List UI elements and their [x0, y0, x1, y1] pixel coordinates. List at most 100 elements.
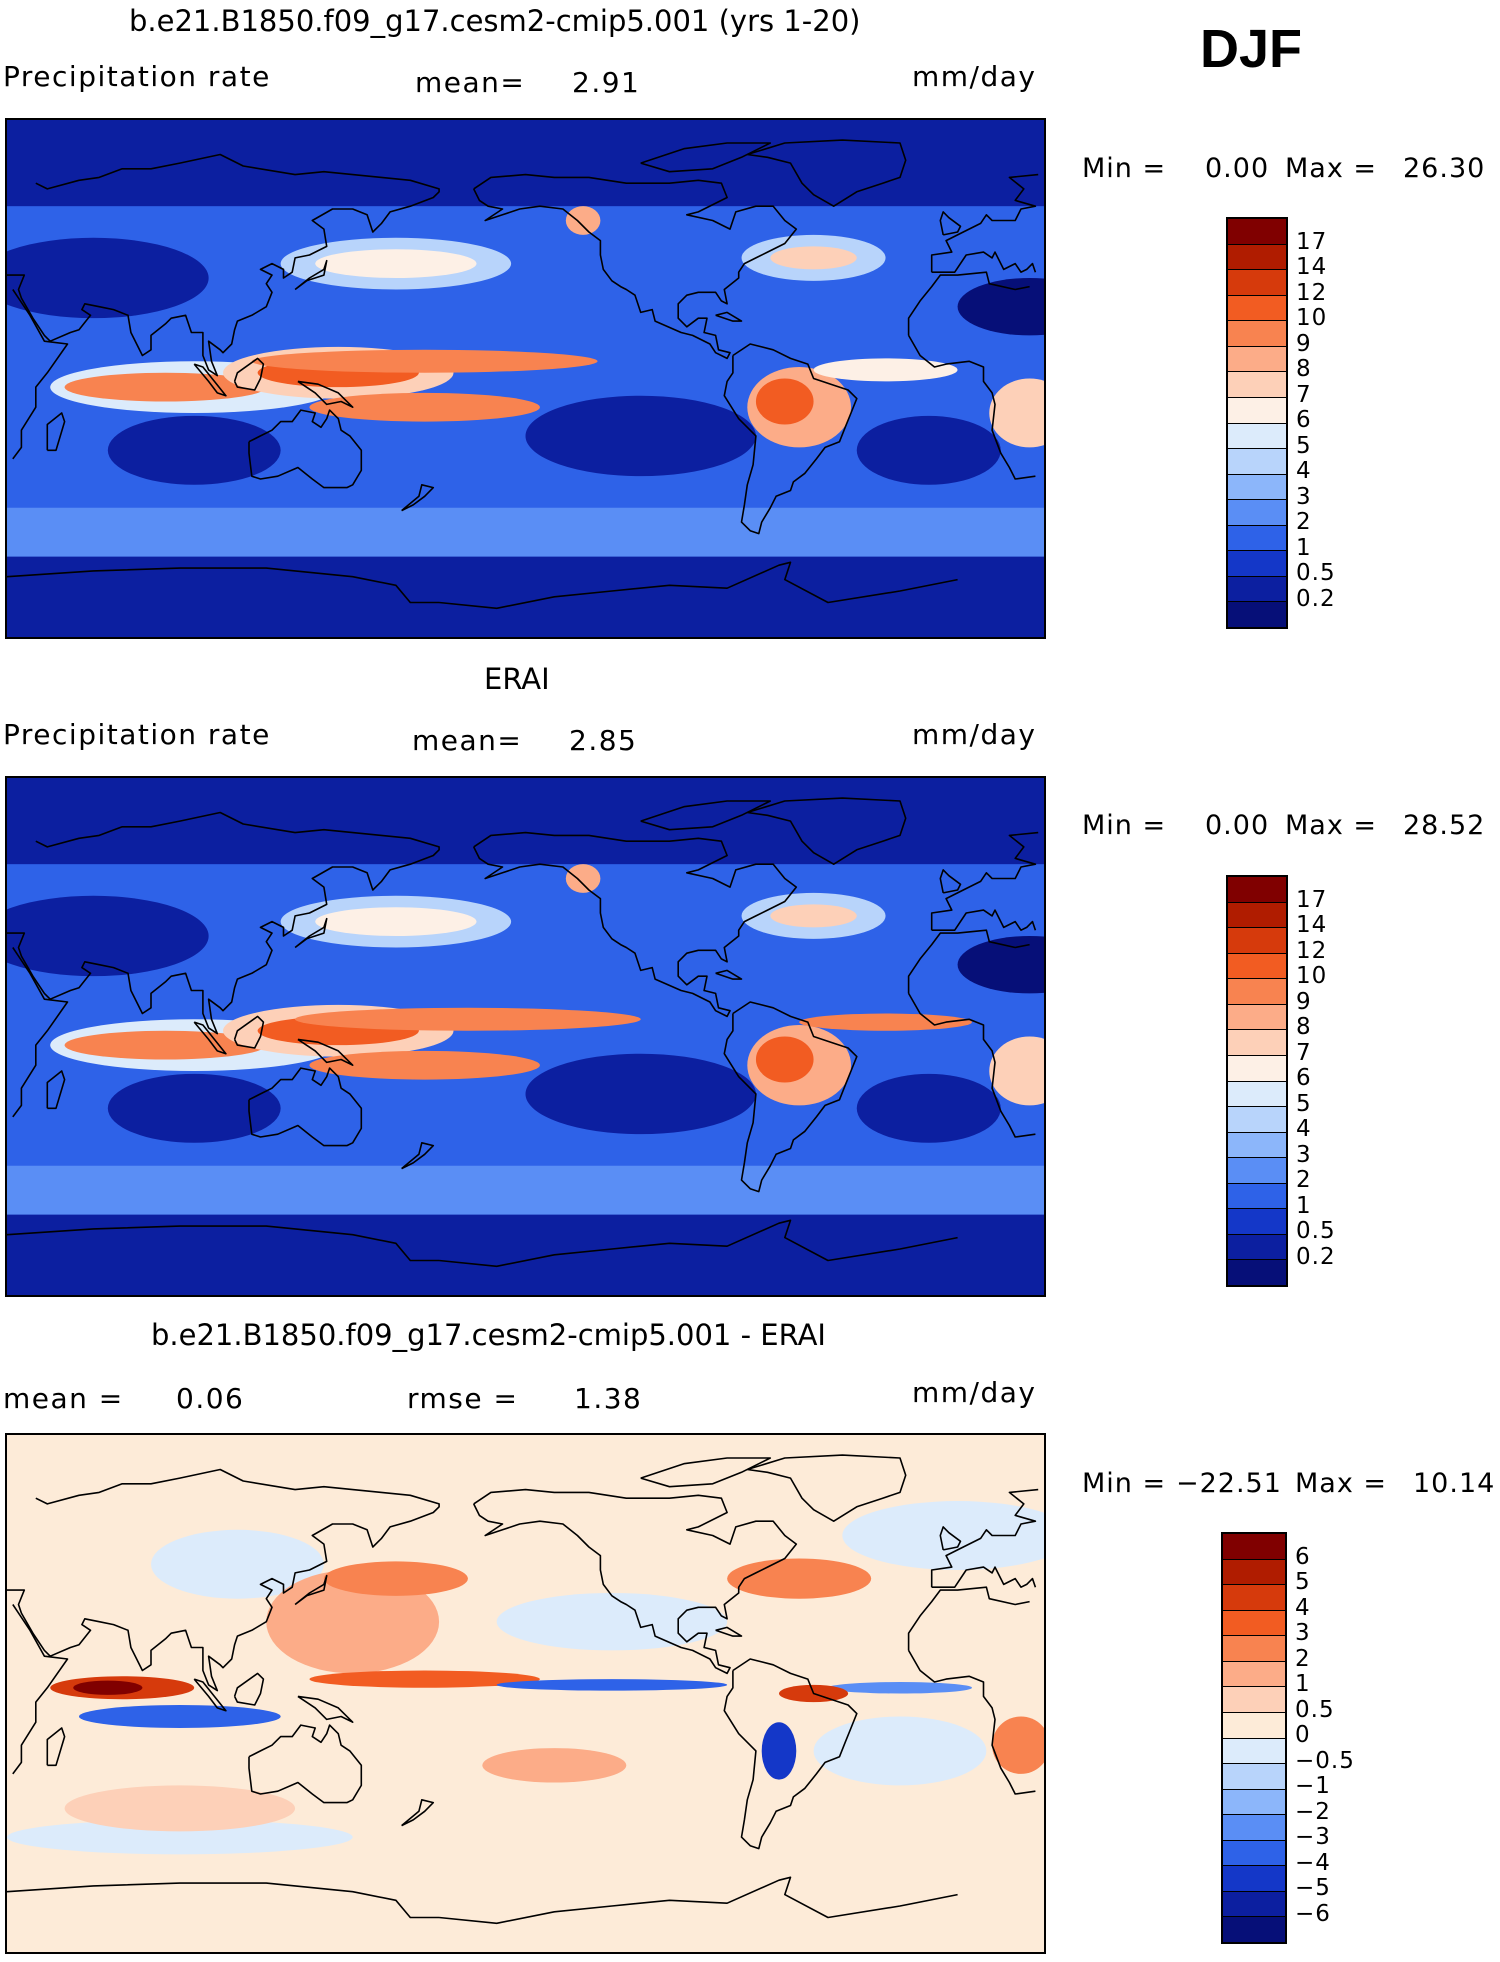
field-storm-track-south	[7, 1165, 1044, 1215]
colorbar-tick-label: 5	[1296, 432, 1312, 459]
field-diff-positive	[992, 1716, 1044, 1774]
panel-2-mean-value: 2.85	[569, 724, 638, 757]
field-coastal-rain	[565, 864, 601, 893]
colorbar-swatch	[1223, 1661, 1285, 1688]
field-dry-asia	[7, 895, 209, 977]
field-diff-negative	[7, 1819, 353, 1855]
colorbar-tick-label: 1	[1295, 1671, 1311, 1697]
colorbar-swatch	[1228, 372, 1286, 398]
panel-3-rmse-label: rmse =	[407, 1382, 519, 1415]
colorbar-tick-label: 2	[1296, 509, 1312, 535]
coastline	[7, 1219, 958, 1268]
panel-1-map	[5, 118, 1046, 639]
coastline	[939, 869, 962, 894]
field-patch	[64, 1785, 296, 1832]
colorbar-swatch	[1223, 1712, 1285, 1739]
colorbar-tick-label: 2	[1296, 1167, 1312, 1193]
field-dry-sahara	[957, 277, 1044, 336]
colorbar-tick-label: 12	[1296, 279, 1328, 306]
field-patch	[827, 1682, 972, 1694]
coastline	[939, 1526, 962, 1551]
colorbar-swatch	[1228, 1209, 1286, 1235]
colorbar-swatch	[1228, 1081, 1286, 1108]
colorbar-swatch	[1228, 1107, 1286, 1133]
colorbar-tick-label: 10	[1296, 305, 1328, 331]
panel-2-title: ERAI	[484, 662, 550, 696]
colorbar-tick-label: −1	[1295, 1773, 1331, 1799]
colorbar-swatch	[1223, 1815, 1285, 1841]
field-diff-strong-negative	[79, 1704, 281, 1728]
coastline	[193, 1678, 227, 1712]
colorbar-swatch	[1228, 295, 1286, 322]
coastline	[294, 259, 328, 291]
field-africa-south	[989, 1036, 1044, 1106]
field-dry-indian-south	[107, 1073, 281, 1143]
coastline	[472, 1488, 798, 1675]
field-itcz-pacific	[295, 1007, 641, 1031]
field-dry-atlantic-south	[856, 1073, 1001, 1143]
panel-2-max-label: Max =	[1285, 810, 1378, 841]
panel-2-mean-label: mean=	[412, 724, 523, 757]
colorbar-swatch	[1228, 1055, 1286, 1082]
coastline	[294, 917, 328, 949]
field-dry-pacific-south	[525, 1053, 756, 1135]
panel-1-map-svg	[7, 120, 1044, 637]
colorbar-tick-label: 0	[1295, 1722, 1311, 1748]
colorbar-swatch	[1228, 953, 1286, 980]
field-polar-north	[7, 120, 1044, 207]
colorbar-swatch	[1228, 602, 1286, 627]
field-patch	[482, 1748, 627, 1783]
field-polar-north	[7, 778, 1044, 865]
field-storm-track-south	[7, 507, 1044, 557]
coastline	[248, 1724, 363, 1804]
field-africa-south	[989, 378, 1044, 448]
colorbar-tick-label: 3	[1295, 1620, 1311, 1646]
panel-1-min-value: 0.00	[1205, 153, 1270, 184]
colorbar-tick-label: 1	[1296, 1192, 1312, 1219]
colorbar-swatch	[1223, 1610, 1285, 1637]
coastline	[640, 1457, 772, 1488]
panel-2-map-svg	[7, 778, 1044, 1295]
field-spcz	[309, 392, 540, 422]
colorbar-swatch	[1228, 1004, 1286, 1031]
colorbar-tick-label: 9	[1296, 330, 1312, 357]
field-polar-south	[7, 1214, 1044, 1295]
coastline	[297, 1038, 354, 1066]
colorbar-swatch	[1228, 902, 1286, 929]
colorbar-swatch	[1223, 1789, 1285, 1816]
colorbar-tick-label: 0.2	[1296, 585, 1336, 612]
panel-1-max-value: 26.30	[1403, 153, 1486, 184]
coastline	[46, 1727, 66, 1767]
field-dry-pacific-south	[525, 395, 756, 477]
colorbar-tick-label: 4	[1296, 1116, 1312, 1142]
coastline	[233, 1015, 265, 1049]
colorbar-tick-label: 6	[1296, 407, 1312, 433]
coastline	[7, 1468, 1039, 1692]
field-dry-asia	[7, 237, 209, 319]
field-patch	[761, 1722, 797, 1780]
colorbar-tick-label: 0.5	[1295, 1696, 1335, 1723]
panel-3-mean-label: mean =	[3, 1382, 124, 1415]
coastline	[640, 800, 772, 831]
colorbar-tick-label: 8	[1296, 356, 1312, 382]
field-diff-negative	[496, 1592, 728, 1651]
colorbar-tick-label: 4	[1296, 458, 1312, 484]
colorbar-swatch	[1228, 397, 1286, 424]
panel-3-max-label: Max =	[1295, 1468, 1388, 1499]
colorbar-swatch	[1228, 1260, 1286, 1285]
field-patch	[496, 1679, 728, 1691]
colorbar-tick-label: −3	[1295, 1824, 1331, 1850]
coastline	[939, 211, 962, 236]
colorbar-swatch	[1228, 525, 1286, 552]
coastline	[7, 811, 1039, 1035]
coastline	[248, 1067, 363, 1147]
panel-3-rmse-value: 1.38	[574, 1382, 643, 1415]
coastline	[297, 1695, 354, 1723]
colorbar-tick-label: 17	[1296, 228, 1328, 255]
panel-1-min-label: Min =	[1082, 153, 1167, 184]
field-patch	[755, 1036, 814, 1083]
season-label: DJF	[1200, 19, 1303, 79]
coastline	[715, 311, 743, 322]
colorbar-swatch	[1223, 1559, 1285, 1586]
colorbar-tick-label: 12	[1296, 937, 1328, 964]
